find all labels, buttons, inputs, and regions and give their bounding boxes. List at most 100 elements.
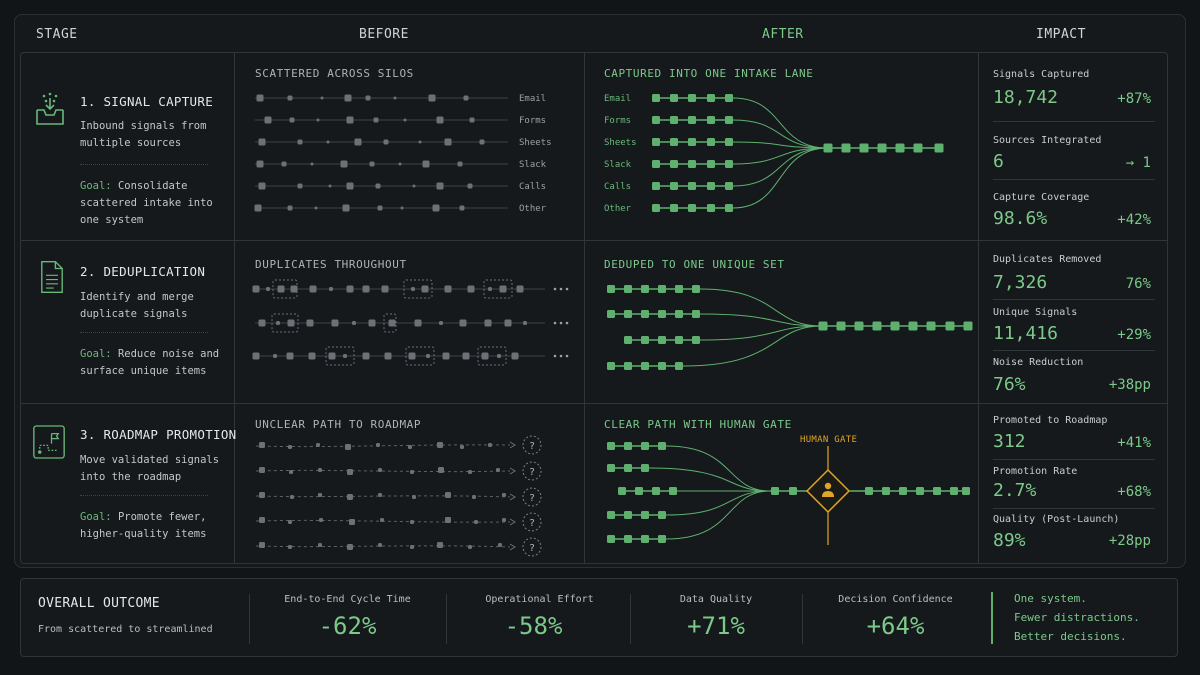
after-title: CLEAR PATH WITH HUMAN GATE <box>604 418 792 431</box>
unique-signal-node <box>818 321 828 331</box>
duplicate-signal-node <box>273 354 277 358</box>
tagline-line: One system. <box>1014 592 1087 605</box>
metric-label: Unique Signals <box>993 307 1078 318</box>
duplicate-signal-node <box>381 285 389 293</box>
inbox-signals-icon <box>36 92 64 125</box>
arrow-head <box>509 467 516 475</box>
unclear-signal-node <box>378 468 382 472</box>
deduped-signal-node <box>641 362 649 370</box>
stage-description: Identify and merge duplicate signals <box>80 291 194 320</box>
arrow-head <box>509 441 516 449</box>
duplicate-signal-node <box>439 321 443 325</box>
outcome-metric-value: +71% <box>687 612 745 640</box>
source-label: Forms <box>604 116 632 126</box>
metric-change: → 1 <box>1125 155 1151 171</box>
duplicate-signal-node <box>516 285 524 293</box>
more-dots <box>565 354 569 358</box>
deduped-signal-node <box>658 285 666 293</box>
scattered-signal-node <box>418 140 422 144</box>
unclear-signal-node <box>349 519 355 525</box>
more-dots <box>565 321 569 325</box>
unclear-signal-node <box>468 545 472 549</box>
duplicate-signal-node <box>523 321 527 325</box>
dotted-separator <box>80 332 208 333</box>
duplicate-group <box>325 346 355 366</box>
scattered-signal-node <box>287 95 293 101</box>
deduped-signal-node <box>641 285 649 293</box>
before-title: DUPLICATES THROUGHOUT <box>255 258 407 271</box>
intake-signal-node <box>725 160 733 168</box>
duplicate-group <box>403 279 433 299</box>
duplicate-signal-node <box>497 354 501 358</box>
intake-signal-node <box>670 94 678 102</box>
duplicate-signal-node <box>488 287 492 291</box>
unique-signal-node <box>908 321 918 331</box>
roadmap-signal-node <box>607 511 615 519</box>
scattered-signal-node <box>281 161 287 167</box>
scattered-signal-node <box>328 184 332 188</box>
scattered-signal-node <box>398 162 402 166</box>
metric-change: +38pp <box>1108 377 1151 393</box>
duplicate-signal-node <box>442 352 450 360</box>
unique-signal-node <box>854 321 864 331</box>
intake-signal-node <box>725 116 733 124</box>
outcome-divider <box>249 594 250 644</box>
uncertain-path <box>255 495 511 498</box>
human-gate-label: HUMAN GATE <box>800 435 858 445</box>
duplicate-signal-node <box>266 287 270 291</box>
duplicate-signal-node <box>368 319 376 327</box>
scattered-signal-node <box>340 160 348 168</box>
more-dots <box>553 287 557 291</box>
unclear-signal-node <box>445 492 451 498</box>
goal-text: Consolidate scattered intake into one sy… <box>80 180 213 226</box>
deduped-signal-node <box>658 310 666 318</box>
flow-curve <box>682 325 823 367</box>
source-label: Calls <box>604 182 632 192</box>
metric-separator <box>993 299 1155 300</box>
flow-curve <box>648 467 771 492</box>
metric-separator <box>993 508 1155 509</box>
outcome-divider <box>630 594 631 644</box>
scattered-signal-node <box>346 182 354 190</box>
unified-signal-node <box>913 143 923 153</box>
person-icon <box>824 482 832 490</box>
person-icon <box>822 491 834 497</box>
unclear-signal-node <box>288 520 292 524</box>
duplicate-signal-node <box>511 352 519 360</box>
intake-signal-node <box>670 160 678 168</box>
flow-curve <box>699 288 823 327</box>
intake-signal-node <box>707 160 715 168</box>
intake-signal-node <box>688 138 696 146</box>
header-before: BEFORE <box>359 27 409 42</box>
scattered-signal-node <box>463 95 469 101</box>
roadmap-signal-node <box>658 511 666 519</box>
deduped-signal-node <box>675 285 683 293</box>
more-dots <box>559 321 563 325</box>
document-list-icon <box>41 261 63 293</box>
unclear-signal-node <box>318 543 322 547</box>
deduped-signal-node <box>641 336 649 344</box>
roadmap-signal-node <box>607 535 615 543</box>
duplicate-signal-node <box>286 352 294 360</box>
unclear-signal-node <box>259 467 265 473</box>
scattered-signal-node <box>369 161 375 167</box>
unified-signal-node <box>877 143 887 153</box>
unique-signal-node <box>836 321 846 331</box>
scattered-signal-node <box>403 118 407 122</box>
duplicate-group <box>405 346 435 366</box>
metric-change: +28pp <box>1108 533 1151 549</box>
duplicate-signal-node <box>362 285 370 293</box>
duplicate-signal-node <box>252 285 260 293</box>
flow-curve <box>699 313 823 327</box>
metric-label: Signals Captured <box>993 69 1090 80</box>
intake-signal-node <box>688 160 696 168</box>
unclear-signal-node <box>259 492 265 498</box>
unclear-signal-node <box>502 493 506 497</box>
intake-signal-node <box>707 182 715 190</box>
promoted-signal-node <box>933 487 941 495</box>
duplicate-signal-node <box>343 354 347 358</box>
duplicate-signal-node <box>408 352 416 360</box>
unclear-signal-node <box>376 443 380 447</box>
metric-label: Duplicates Removed <box>993 254 1102 265</box>
intake-signal-node <box>725 94 733 102</box>
